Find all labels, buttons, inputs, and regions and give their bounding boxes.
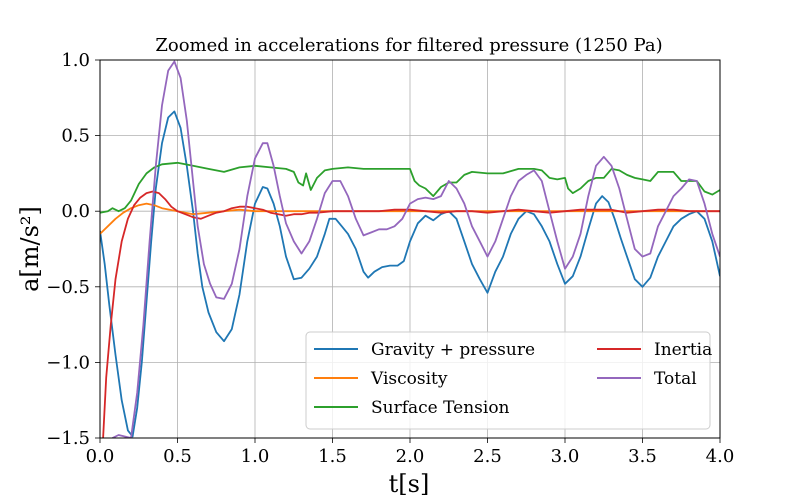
legend-label-total: Total bbox=[654, 369, 697, 389]
x-tick-label: 0.0 bbox=[86, 446, 115, 467]
legend-box bbox=[305, 331, 711, 430]
x-tick-label: 3.0 bbox=[551, 446, 580, 467]
series-line-total bbox=[112, 60, 720, 438]
x-tick-label: 1.5 bbox=[318, 446, 347, 467]
series-line-gravity-pressure bbox=[100, 110, 720, 438]
x-tick-label: 3.5 bbox=[628, 446, 657, 467]
legend-label-inertia: Inertia bbox=[654, 340, 712, 360]
x-tick-label: 2.0 bbox=[396, 446, 425, 467]
y-tick-label: −1.5 bbox=[46, 428, 90, 449]
y-tick-label: −0.5 bbox=[46, 277, 90, 298]
x-tick-label: 4.0 bbox=[706, 446, 735, 467]
y-tick-label: −1.0 bbox=[46, 352, 90, 373]
x-tick-label: 1.0 bbox=[241, 446, 270, 467]
legend: Gravity + pressure Viscosity Surface Tensi… bbox=[305, 331, 712, 430]
axis-tick-labels: 0.0 0.5 1.0 1.5 2.0 2.5 3.0 3.5 4.0 −1.5 −1.0 −0.5 0… bbox=[46, 50, 734, 467]
y-tick-label: 1.0 bbox=[61, 50, 90, 71]
x-axis-label: t[s] bbox=[389, 470, 430, 498]
y-tick-label: 0.0 bbox=[61, 201, 90, 222]
series-line-surface-tension bbox=[100, 161, 720, 214]
legend-label-surface-tension: Surface Tension bbox=[371, 398, 510, 418]
y-tick-label: 0.5 bbox=[61, 126, 90, 147]
legend-label-gravity-pressure: Gravity + pressure bbox=[371, 340, 535, 360]
axis-ticks bbox=[95, 59, 721, 443]
chart-title: Zoomed in accelerations for filtered pre… bbox=[155, 35, 662, 56]
plot-series bbox=[100, 60, 720, 438]
x-tick-label: 2.5 bbox=[473, 446, 502, 467]
series-line-inertia bbox=[102, 190, 720, 438]
x-tick-label: 0.5 bbox=[163, 446, 192, 467]
y-axis-label: a[m/s²] bbox=[16, 206, 44, 292]
legend-label-viscosity: Viscosity bbox=[370, 369, 448, 389]
